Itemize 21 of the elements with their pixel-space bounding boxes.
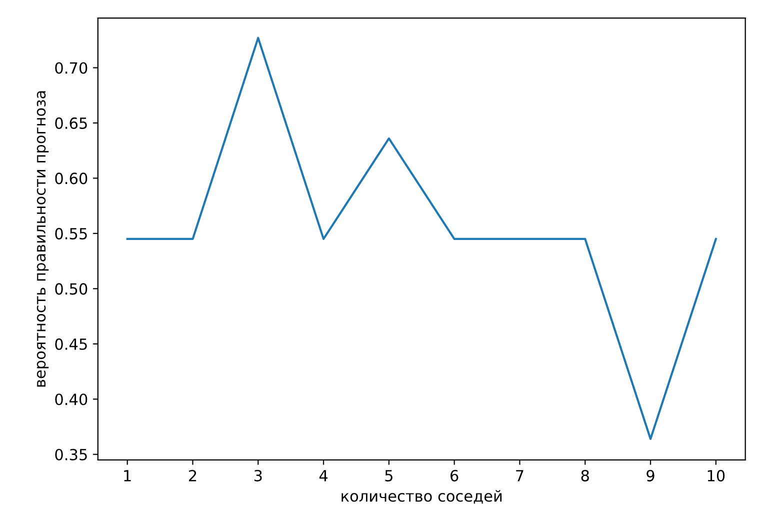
x-tick-label: 3	[254, 470, 262, 482]
y-tick-label: 0.45	[55, 338, 87, 350]
y-tick-label: 0.50	[55, 283, 88, 295]
y-tick-label: 0.65	[55, 117, 87, 129]
y-tick-label: 0.70	[55, 62, 88, 74]
y-tick-label: 0.35	[55, 448, 87, 460]
y-tick-label: 0.40	[55, 394, 88, 406]
x-axis-title: количество соседей	[342, 490, 502, 504]
y-tick-label: 0.55	[55, 228, 87, 240]
y-axis-title: вероятность правильности прогноза	[36, 91, 49, 387]
x-tick-label: 2	[188, 470, 196, 482]
x-tick-label: 5	[385, 470, 392, 482]
x-tick-label: 6	[450, 470, 458, 482]
x-tick-label: 4	[319, 470, 328, 482]
x-tick-label: 10	[708, 470, 725, 482]
y-tick-label: 0.60	[55, 172, 88, 184]
x-tick-label: 7	[516, 470, 524, 482]
x-tick-label: 8	[581, 470, 589, 482]
line-series	[126, 36, 717, 440]
x-tick-label: 9	[646, 470, 654, 482]
x-tick-label: 1	[124, 470, 131, 482]
